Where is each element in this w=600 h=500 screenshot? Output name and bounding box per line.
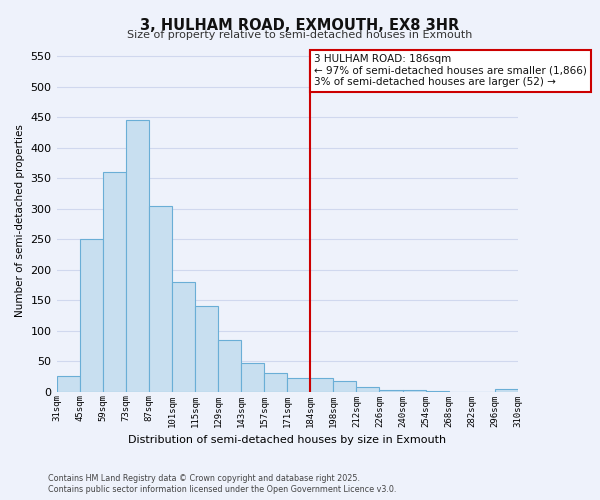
Bar bbox=[403, 390, 425, 392]
Y-axis label: Number of semi-detached properties: Number of semi-detached properties bbox=[15, 124, 25, 318]
Text: 3, HULHAM ROAD, EXMOUTH, EX8 3HR: 3, HULHAM ROAD, EXMOUTH, EX8 3HR bbox=[140, 18, 460, 32]
Bar bbox=[172, 282, 195, 392]
Bar bbox=[103, 172, 126, 392]
Bar bbox=[379, 390, 403, 392]
Bar bbox=[80, 239, 103, 392]
Bar bbox=[126, 120, 149, 392]
Bar bbox=[195, 306, 218, 392]
Text: Size of property relative to semi-detached houses in Exmouth: Size of property relative to semi-detach… bbox=[127, 30, 473, 40]
Bar bbox=[241, 363, 264, 392]
Bar bbox=[356, 387, 379, 392]
Bar bbox=[425, 391, 449, 392]
Bar bbox=[495, 388, 518, 392]
Bar bbox=[334, 382, 356, 392]
Bar bbox=[149, 206, 172, 392]
Bar bbox=[310, 378, 334, 392]
Bar bbox=[264, 374, 287, 392]
Text: Contains HM Land Registry data © Crown copyright and database right 2025.
Contai: Contains HM Land Registry data © Crown c… bbox=[48, 474, 397, 494]
Bar bbox=[287, 378, 310, 392]
X-axis label: Distribution of semi-detached houses by size in Exmouth: Distribution of semi-detached houses by … bbox=[128, 435, 446, 445]
Text: 3 HULHAM ROAD: 186sqm
← 97% of semi-detached houses are smaller (1,866)
3% of se: 3 HULHAM ROAD: 186sqm ← 97% of semi-deta… bbox=[314, 54, 587, 88]
Bar bbox=[218, 340, 241, 392]
Bar bbox=[56, 376, 80, 392]
